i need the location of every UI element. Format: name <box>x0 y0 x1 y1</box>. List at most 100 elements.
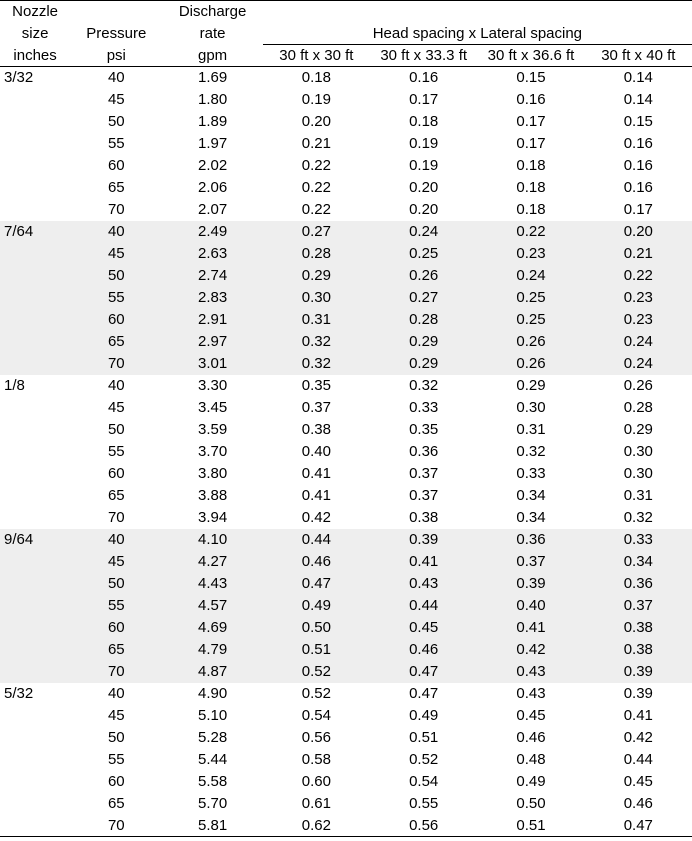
discharge-cell: 2.63 <box>162 243 262 265</box>
sp1-cell: 0.22 <box>263 155 370 177</box>
discharge-cell: 5.44 <box>162 749 262 771</box>
table-row: 5/32404.900.520.470.430.39 <box>0 683 692 705</box>
sp2-cell: 0.47 <box>370 683 477 705</box>
sp3-cell: 0.29 <box>477 375 584 397</box>
table-row: 603.800.410.370.330.30 <box>0 463 692 485</box>
pressure-cell: 50 <box>70 573 162 595</box>
discharge-cell: 3.01 <box>162 353 262 375</box>
sp1-cell: 0.41 <box>263 485 370 507</box>
nozzle-cell <box>0 551 70 573</box>
table-row: 555.440.580.520.480.44 <box>0 749 692 771</box>
table-row: 502.740.290.260.240.22 <box>0 265 692 287</box>
nozzle-cell <box>0 155 70 177</box>
pressure-cell: 60 <box>70 309 162 331</box>
sp4-cell: 0.37 <box>585 595 692 617</box>
sp1-cell: 0.41 <box>263 463 370 485</box>
sp2-cell: 0.17 <box>370 89 477 111</box>
table-row: 703.940.420.380.340.32 <box>0 507 692 529</box>
pressure-cell: 65 <box>70 485 162 507</box>
discharge-cell: 3.45 <box>162 397 262 419</box>
sp2-cell: 0.46 <box>370 639 477 661</box>
discharge-cell: 2.06 <box>162 177 262 199</box>
sp4-cell: 0.15 <box>585 111 692 133</box>
pressure-cell: 60 <box>70 155 162 177</box>
sp1-cell: 0.22 <box>263 177 370 199</box>
pressure-cell: 55 <box>70 287 162 309</box>
table-row: 503.590.380.350.310.29 <box>0 419 692 441</box>
discharge-cell: 4.69 <box>162 617 262 639</box>
sp4-cell: 0.36 <box>585 573 692 595</box>
table-row: 653.880.410.370.340.31 <box>0 485 692 507</box>
sp4-cell: 0.24 <box>585 331 692 353</box>
pressure-cell: 40 <box>70 529 162 551</box>
nozzle-cell: 5/32 <box>0 683 70 705</box>
discharge-cell: 3.80 <box>162 463 262 485</box>
pressure-cell: 70 <box>70 353 162 375</box>
sp3-cell: 0.36 <box>477 529 584 551</box>
nozzle-cell <box>0 265 70 287</box>
sp2-cell: 0.27 <box>370 287 477 309</box>
nozzle-table: Nozzle Discharge size Pressure rate Head… <box>0 0 692 837</box>
sp3-cell: 0.16 <box>477 89 584 111</box>
sp1-cell: 0.27 <box>263 221 370 243</box>
sp1-cell: 0.35 <box>263 375 370 397</box>
nozzle-cell <box>0 727 70 749</box>
sp2-cell: 0.56 <box>370 815 477 837</box>
pressure-cell: 50 <box>70 419 162 441</box>
discharge-cell: 2.02 <box>162 155 262 177</box>
sp3-cell: 0.50 <box>477 793 584 815</box>
table-row: 553.700.400.360.320.30 <box>0 441 692 463</box>
sp3-cell: 0.51 <box>477 815 584 837</box>
sp2-cell: 0.54 <box>370 771 477 793</box>
table-row: 703.010.320.290.260.24 <box>0 353 692 375</box>
nozzle-cell <box>0 309 70 331</box>
nozzle-cell <box>0 573 70 595</box>
sp2-cell: 0.37 <box>370 463 477 485</box>
sp3-cell: 0.48 <box>477 749 584 771</box>
sp2-cell: 0.51 <box>370 727 477 749</box>
discharge-cell: 3.30 <box>162 375 262 397</box>
sp4-cell: 0.30 <box>585 441 692 463</box>
sp3-cell: 0.18 <box>477 199 584 221</box>
sp4-cell: 0.47 <box>585 815 692 837</box>
discharge-cell: 3.70 <box>162 441 262 463</box>
sp3-cell: 0.41 <box>477 617 584 639</box>
discharge-cell: 2.74 <box>162 265 262 287</box>
sp1-cell: 0.60 <box>263 771 370 793</box>
hdr-pressure-l2: Pressure <box>70 23 162 45</box>
discharge-cell: 3.59 <box>162 419 262 441</box>
sp4-cell: 0.16 <box>585 155 692 177</box>
discharge-cell: 2.97 <box>162 331 262 353</box>
sp4-cell: 0.20 <box>585 221 692 243</box>
discharge-cell: 4.43 <box>162 573 262 595</box>
table-row: 602.910.310.280.250.23 <box>0 309 692 331</box>
table-row: 1/8403.300.350.320.290.26 <box>0 375 692 397</box>
pressure-cell: 65 <box>70 177 162 199</box>
sp1-cell: 0.58 <box>263 749 370 771</box>
table-row: 454.270.460.410.370.34 <box>0 551 692 573</box>
sp2-cell: 0.37 <box>370 485 477 507</box>
table-row: 602.020.220.190.180.16 <box>0 155 692 177</box>
nozzle-cell <box>0 353 70 375</box>
hdr-sp4: 30 ft x 40 ft <box>585 45 692 67</box>
discharge-cell: 4.57 <box>162 595 262 617</box>
sp4-cell: 0.45 <box>585 771 692 793</box>
sp2-cell: 0.45 <box>370 617 477 639</box>
pressure-cell: 70 <box>70 815 162 837</box>
sp2-cell: 0.35 <box>370 419 477 441</box>
table-row: 552.830.300.270.250.23 <box>0 287 692 309</box>
pressure-cell: 50 <box>70 727 162 749</box>
discharge-cell: 2.49 <box>162 221 262 243</box>
sp3-cell: 0.17 <box>477 133 584 155</box>
sp1-cell: 0.47 <box>263 573 370 595</box>
nozzle-cell <box>0 441 70 463</box>
sp4-cell: 0.14 <box>585 89 692 111</box>
sp1-cell: 0.54 <box>263 705 370 727</box>
discharge-cell: 1.97 <box>162 133 262 155</box>
nozzle-cell <box>0 419 70 441</box>
pressure-cell: 55 <box>70 595 162 617</box>
sp3-cell: 0.32 <box>477 441 584 463</box>
pressure-cell: 50 <box>70 265 162 287</box>
sp1-cell: 0.37 <box>263 397 370 419</box>
hdr-discharge-l3: gpm <box>162 45 262 67</box>
